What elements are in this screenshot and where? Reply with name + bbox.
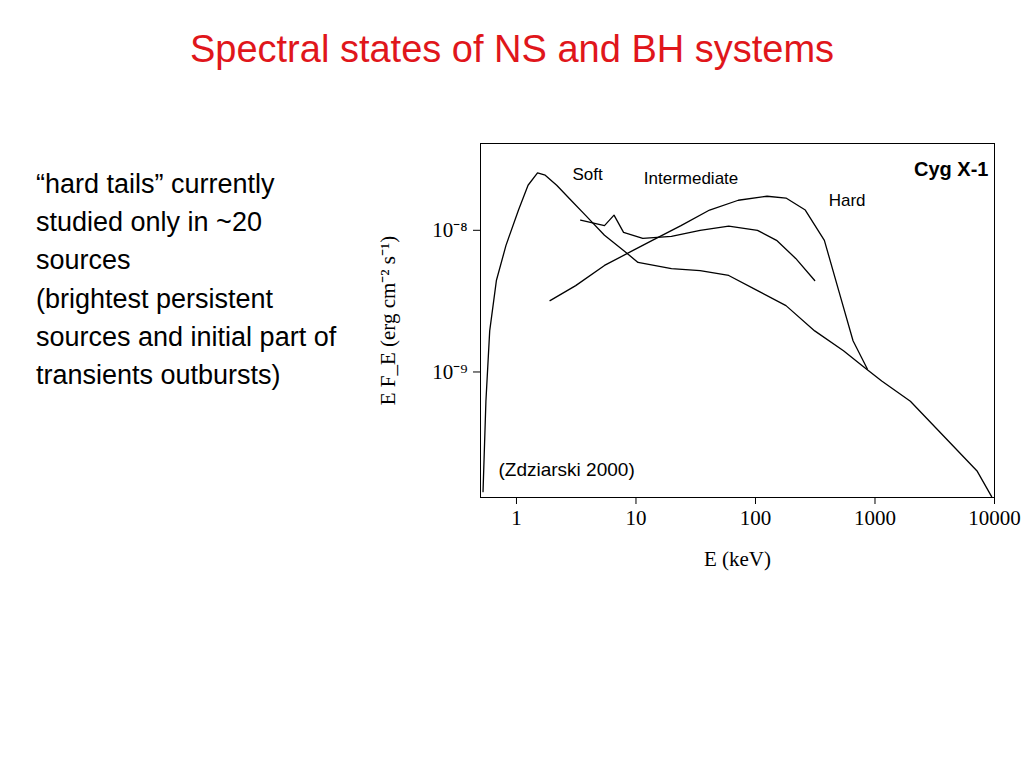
svg-text:Soft: Soft — [572, 165, 603, 184]
html-text:(brightest persistent sources: (brightest persistent sources and initia… — [36, 284, 337, 390]
svg-text:Hard: Hard — [829, 191, 866, 210]
svg-text:(Zdziarski 2000): (Zdziarski 2000) — [499, 459, 635, 480]
html-text:Spectral states of NS and BH s: Spectral states of NS and BH systems — [189, 28, 835, 70]
svg-text:10⁻⁹: 10⁻⁹ — [432, 360, 467, 384]
svg-text:100: 100 — [740, 506, 772, 530]
html-text:“hard tails” currently studied: “hard tails” currently studied only in ~… — [36, 169, 275, 275]
svg-text:10⁻⁸: 10⁻⁸ — [432, 218, 467, 242]
svg-text:10000: 10000 — [968, 506, 1021, 530]
svg-text:1: 1 — [511, 506, 522, 530]
svg-text:E (keV): E (keV) — [704, 547, 771, 571]
svg-text:10: 10 — [625, 506, 646, 530]
svg-text:Intermediate: Intermediate — [644, 169, 739, 188]
svg-text:1000: 1000 — [854, 506, 896, 530]
svg-text:Cyg X-1: Cyg X-1 — [914, 158, 988, 180]
svg-text:E F_E (erg cm⁻² s⁻¹): E F_E (erg cm⁻² s⁻¹) — [376, 236, 400, 406]
